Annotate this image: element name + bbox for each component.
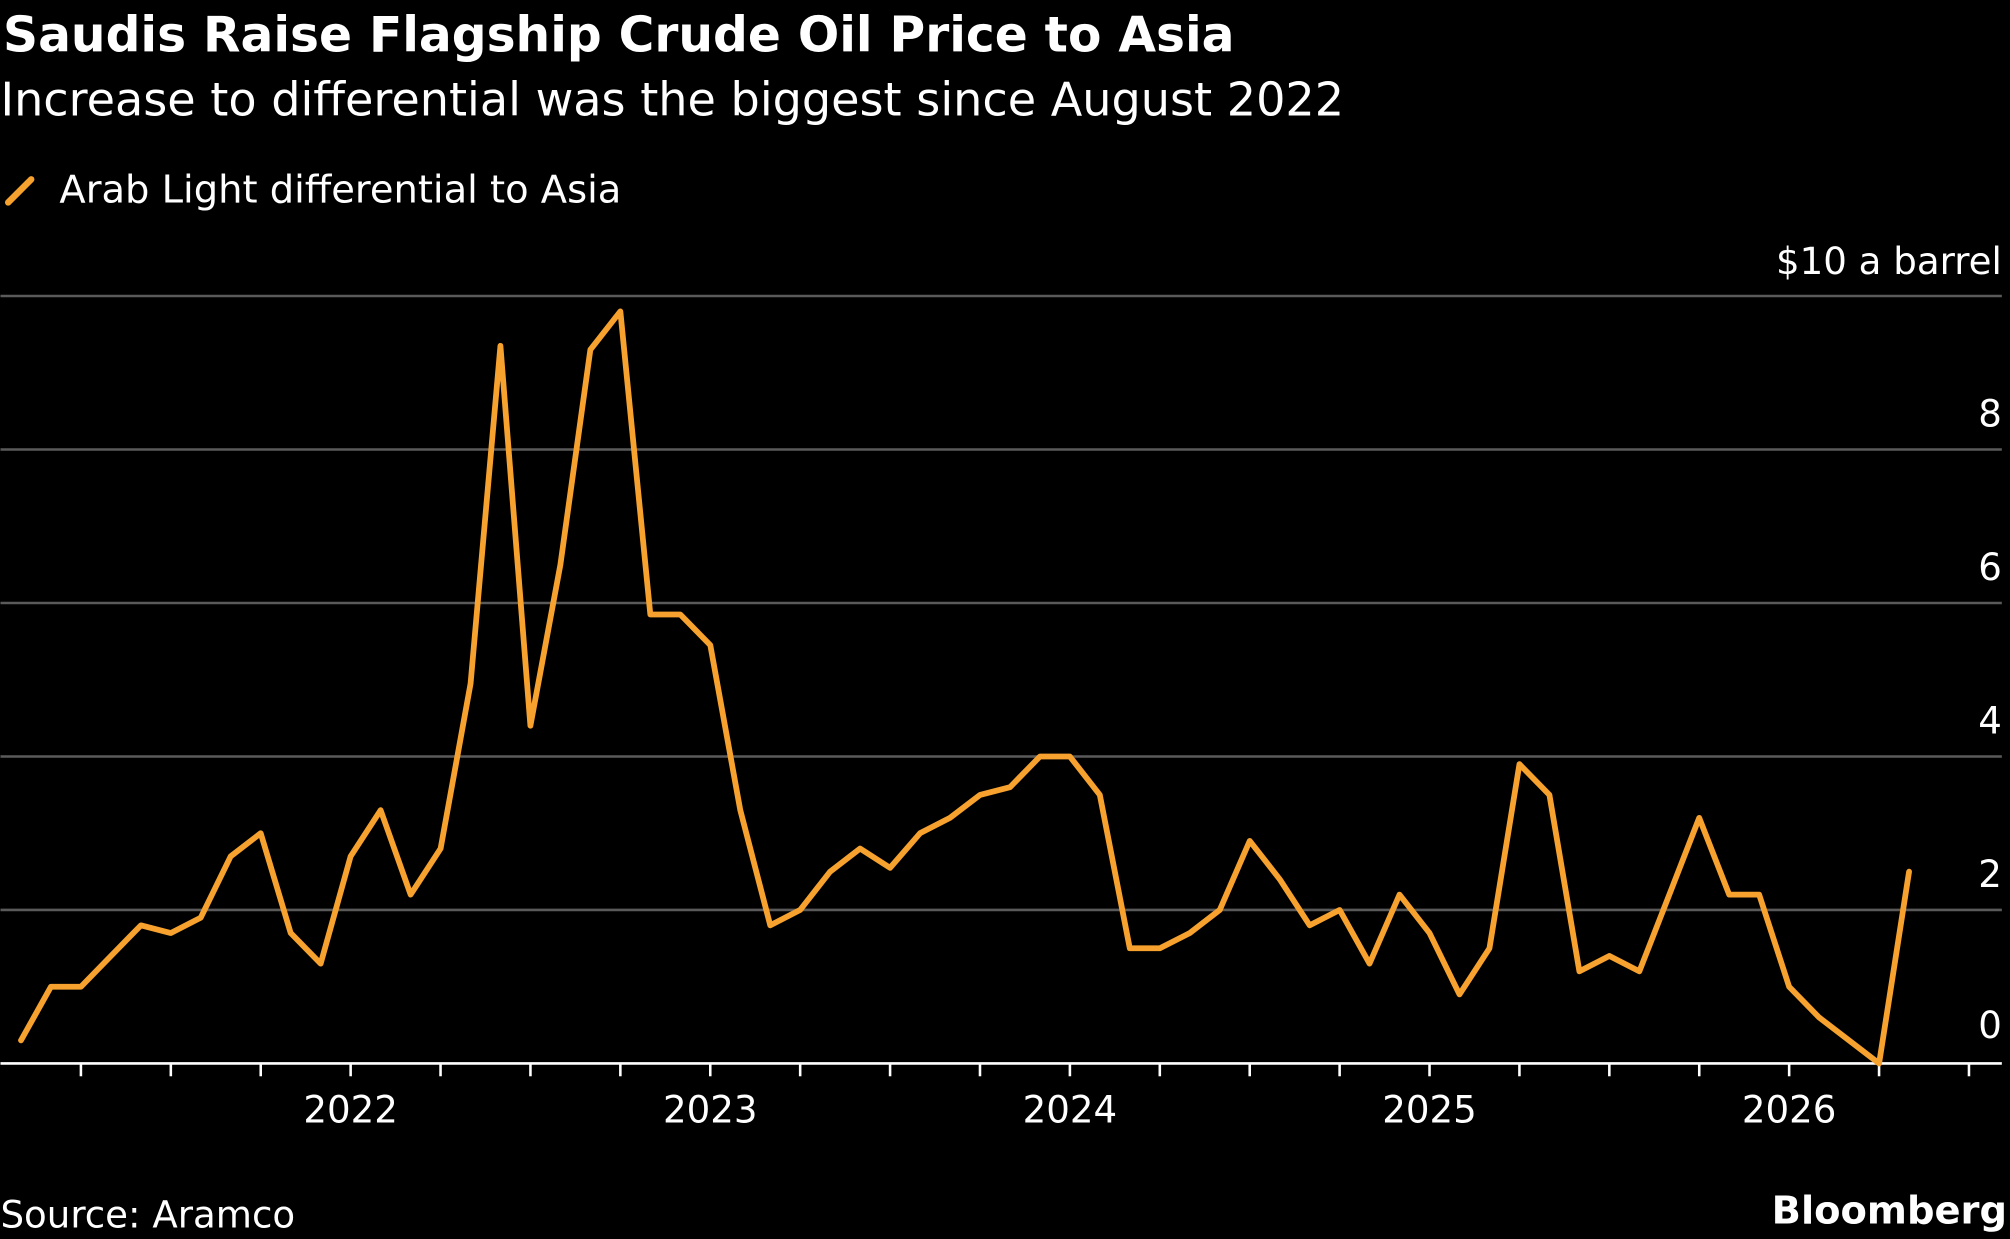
bloomberg-logo: Bloomberg	[1772, 1189, 2007, 1234]
y-axis: 0 2 4 6 8	[1978, 392, 2002, 1046]
gridlines	[0, 294, 2002, 912]
x-tick-label: 2025	[1382, 1088, 1477, 1131]
x-axis: 2022 2023 2024 2025 2026	[0, 1062, 2002, 1131]
legend-label: Arab Light differential to Asia	[59, 167, 621, 212]
x-tick-label: 2023	[663, 1088, 758, 1131]
source-note: Source: Aramco	[0, 1193, 295, 1236]
y-tick-label: 2	[1978, 853, 2002, 896]
y-tick-label: 0	[1978, 1004, 2002, 1047]
x-tick-label: 2026	[1742, 1088, 1837, 1131]
x-tick-label: 2024	[1023, 1088, 1118, 1131]
y-tick-label: 4	[1978, 699, 2002, 742]
y-tick-label: 8	[1978, 392, 2002, 435]
y-unit-label: $10 a barrel	[1776, 240, 2002, 283]
chart-subtitle: Increase to differential was the biggest…	[0, 72, 1344, 126]
series-line-arab-light	[18, 308, 1912, 1067]
slash-line-icon	[4, 176, 35, 206]
legend: Arab Light differential to Asia	[4, 167, 621, 212]
x-tick-label: 2022	[303, 1088, 398, 1131]
chart-title: Saudis Raise Flagship Crude Oil Price to…	[3, 7, 1234, 63]
y-tick-label: 6	[1978, 546, 2002, 589]
